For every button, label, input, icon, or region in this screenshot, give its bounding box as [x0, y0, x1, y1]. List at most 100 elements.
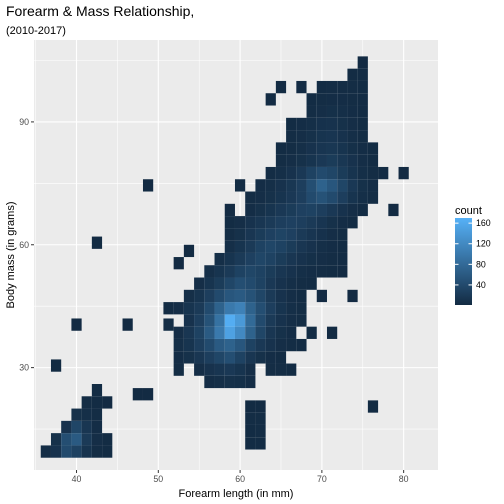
heatmap-cell — [265, 216, 276, 229]
heatmap-cell — [224, 338, 235, 352]
heatmap-cell — [245, 216, 256, 229]
heatmap-cell — [337, 130, 348, 143]
heatmap-cell — [326, 166, 338, 180]
heatmap-cell — [286, 240, 297, 253]
heatmap-cell — [316, 240, 327, 253]
heatmap-cell — [214, 326, 225, 339]
heatmap-cell — [347, 105, 358, 118]
heatmap-cell — [296, 130, 307, 143]
heatmap-cell — [234, 277, 246, 290]
heatmap-cell — [255, 289, 266, 303]
heatmap-cell — [265, 228, 276, 241]
heatmap-cell — [204, 277, 215, 290]
heatmap-cell — [81, 396, 92, 409]
heatmap-cell — [50, 445, 62, 458]
heatmap-cell — [337, 117, 348, 131]
heatmap-cell — [275, 289, 287, 303]
heatmap-cell — [183, 289, 195, 303]
heatmap-cell — [275, 142, 287, 155]
heatmap-cell — [234, 326, 246, 339]
chart-title: Forearm & Mass Relationship, — [6, 3, 194, 19]
heatmap-cell — [326, 80, 338, 94]
heatmap-cell — [286, 265, 297, 278]
heatmap-cell — [163, 318, 174, 331]
heatmap-cell — [245, 252, 256, 266]
heatmap-cell — [81, 420, 92, 434]
heatmap-cell — [91, 433, 103, 446]
heatmap-cell — [357, 142, 368, 155]
heatmap-cell — [306, 105, 317, 118]
legend-title: count — [455, 205, 482, 217]
heatmap-cell — [265, 240, 276, 253]
heatmap-cell — [265, 179, 276, 192]
heatmap-cell — [286, 277, 297, 290]
heatmap-cell — [286, 117, 297, 131]
heatmap-cell — [255, 216, 266, 229]
heatmap-cell — [296, 154, 307, 167]
y-tick-label: 30 — [19, 363, 29, 373]
heatmap-cell — [91, 408, 103, 421]
heatmap-cell — [306, 154, 317, 167]
heatmap-cell — [194, 326, 205, 339]
heatmap-cell — [245, 437, 256, 450]
x-axis: 40 50 60 70 80 — [72, 470, 409, 484]
x-tick-label: 70 — [317, 474, 327, 484]
heatmap-cell — [286, 326, 297, 339]
heatmap-cell — [296, 216, 307, 229]
heatmap-cell — [326, 228, 338, 241]
y-tick-label: 90 — [19, 117, 29, 127]
heatmap-cell — [234, 289, 246, 303]
heatmap-cell — [265, 93, 276, 106]
heatmap-cell — [255, 326, 266, 339]
heatmap-cell — [337, 191, 348, 204]
heatmap-cell — [296, 80, 307, 94]
heatmap-cell — [286, 363, 297, 376]
heatmap-cell — [275, 240, 287, 253]
heatmap-cell — [286, 142, 297, 155]
heatmap-cell — [234, 363, 246, 376]
heatmap-cell — [91, 420, 103, 434]
heatmap-cell — [91, 236, 103, 249]
heatmap-cell — [367, 166, 379, 180]
heatmap-cell — [204, 375, 215, 389]
heatmap-cell — [204, 265, 215, 278]
heatmap-cell — [224, 289, 235, 303]
heatmap-cell — [316, 265, 327, 278]
legend-ticks: 40 80 120 160 — [455, 218, 491, 290]
heatmap-cell — [173, 326, 184, 339]
heatmap-cell — [255, 437, 266, 450]
heatmap-cell — [245, 277, 256, 290]
heatmap-cell — [71, 433, 82, 446]
heatmap-cell — [71, 445, 82, 458]
heatmap-cell — [347, 179, 358, 192]
heatmap-cell — [265, 265, 276, 278]
heatmap-cell — [183, 302, 195, 315]
heatmap-cell — [286, 302, 297, 315]
heatmap-cell — [347, 117, 358, 131]
heatmap-cell — [224, 265, 235, 278]
heatmap-cell — [245, 400, 256, 413]
x-tick-label: 60 — [235, 474, 245, 484]
x-tick-label: 80 — [399, 474, 409, 484]
heatmap-cell — [306, 166, 317, 180]
heatmap-cell — [306, 191, 317, 204]
heatmap-cell — [183, 326, 195, 339]
heatmap-cell — [81, 445, 92, 458]
heatmap-cell — [173, 363, 184, 376]
heatmap-cell — [357, 56, 368, 69]
heatmap-cell — [142, 179, 154, 192]
heatmap-cell — [326, 203, 338, 217]
heatmap-cell — [367, 179, 379, 192]
heatmap-cell — [265, 289, 276, 303]
heatmap-cell — [245, 228, 256, 241]
heatmap-cell — [204, 363, 215, 376]
heatmap-cell — [245, 203, 256, 217]
heatmap-cell — [234, 314, 246, 327]
heatmap-cell — [326, 326, 338, 339]
heatmap-cell — [245, 363, 256, 376]
heatmap-cell — [102, 445, 113, 458]
heatmap-cell — [245, 191, 256, 204]
heatmap-cell — [265, 351, 276, 364]
heatmap-cell — [255, 412, 266, 425]
